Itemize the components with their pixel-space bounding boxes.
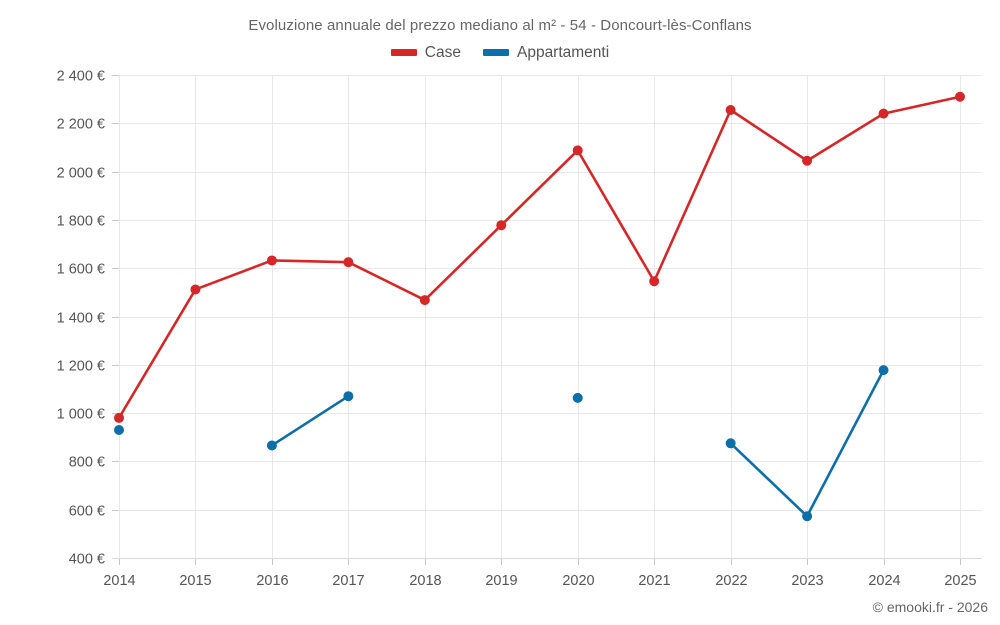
data-point-case-2014[interactable] — [114, 412, 124, 423]
y-axis-tick-label: 2 000 € — [57, 166, 105, 182]
data-point-case-2015[interactable] — [190, 284, 201, 295]
legend-swatch-case — [390, 49, 417, 57]
x-axis-tick-label: 2022 — [715, 573, 747, 589]
x-axis-tick-label: 2023 — [791, 573, 823, 589]
chart-legend: Case Appartamenti — [0, 45, 1000, 61]
data-point-appartamenti-2020[interactable] — [572, 392, 583, 403]
x-axis-tick-label: 2024 — [868, 573, 900, 589]
y-axis-tick-label: 2 400 € — [57, 69, 105, 85]
x-axis-tick-label: 2015 — [179, 573, 211, 589]
legend-label-case: Case — [424, 44, 461, 61]
y-axis-tick-label: 1 400 € — [57, 311, 105, 327]
x-axis-tick-label: 2025 — [944, 573, 976, 589]
data-point-appartamenti-2016[interactable] — [266, 440, 277, 451]
data-point-appartamenti-2024[interactable] — [878, 365, 889, 376]
data-point-appartamenti-2014[interactable] — [114, 425, 124, 435]
y-axis-tick-label: 800 € — [69, 455, 105, 471]
data-point-case-2023[interactable] — [802, 155, 813, 166]
y-axis-tick-label: 400 € — [69, 552, 105, 568]
legend-swatch-appartamenti — [482, 49, 509, 57]
legend-item-case[interactable]: Case — [390, 44, 461, 61]
chart-title: Evoluzione annuale del prezzo mediano al… — [248, 17, 752, 34]
y-axis-tick-label: 1 600 € — [57, 262, 105, 278]
y-axis-tick-label: 2 200 € — [57, 117, 105, 133]
data-point-case-2019[interactable] — [496, 220, 507, 231]
data-point-case-2021[interactable] — [649, 276, 660, 287]
series-line-case — [117, 95, 962, 420]
x-axis-tick-label: 2018 — [409, 573, 441, 589]
x-axis-tick-label: 2020 — [562, 573, 594, 589]
y-axis-tick-label: 600 € — [69, 504, 105, 520]
credit-text: © emooki.fr - 2026 — [872, 599, 988, 615]
data-point-case-2024[interactable] — [878, 108, 889, 119]
x-axis-tick-label: 2019 — [485, 573, 517, 589]
legend-label-appartamenti: Appartamenti — [516, 44, 610, 61]
data-point-case-2025[interactable] — [955, 91, 965, 102]
y-axis-tick-label: 1 000 € — [57, 407, 105, 423]
series-line-appartamenti — [270, 394, 350, 447]
data-point-case-2018[interactable] — [419, 295, 430, 306]
data-point-appartamenti-2017[interactable] — [343, 391, 354, 402]
y-axis-tick-label: 1 200 € — [57, 359, 105, 375]
x-axis-tick-label: 2017 — [332, 573, 364, 589]
y-axis-tick-label: 1 800 € — [57, 214, 105, 230]
data-point-case-2022[interactable] — [725, 105, 736, 116]
data-point-case-2016[interactable] — [266, 255, 277, 266]
data-point-appartamenti-2022[interactable] — [725, 438, 736, 449]
x-axis-tick-label: 2014 — [103, 573, 135, 589]
legend-item-appartamenti[interactable]: Appartamenti — [482, 44, 610, 61]
data-point-appartamenti-2023[interactable] — [802, 511, 813, 522]
data-point-case-2017[interactable] — [343, 257, 354, 268]
x-axis-tick-label: 2016 — [256, 573, 288, 589]
x-axis-tick-label: 2021 — [638, 573, 670, 589]
data-point-case-2020[interactable] — [572, 145, 583, 156]
